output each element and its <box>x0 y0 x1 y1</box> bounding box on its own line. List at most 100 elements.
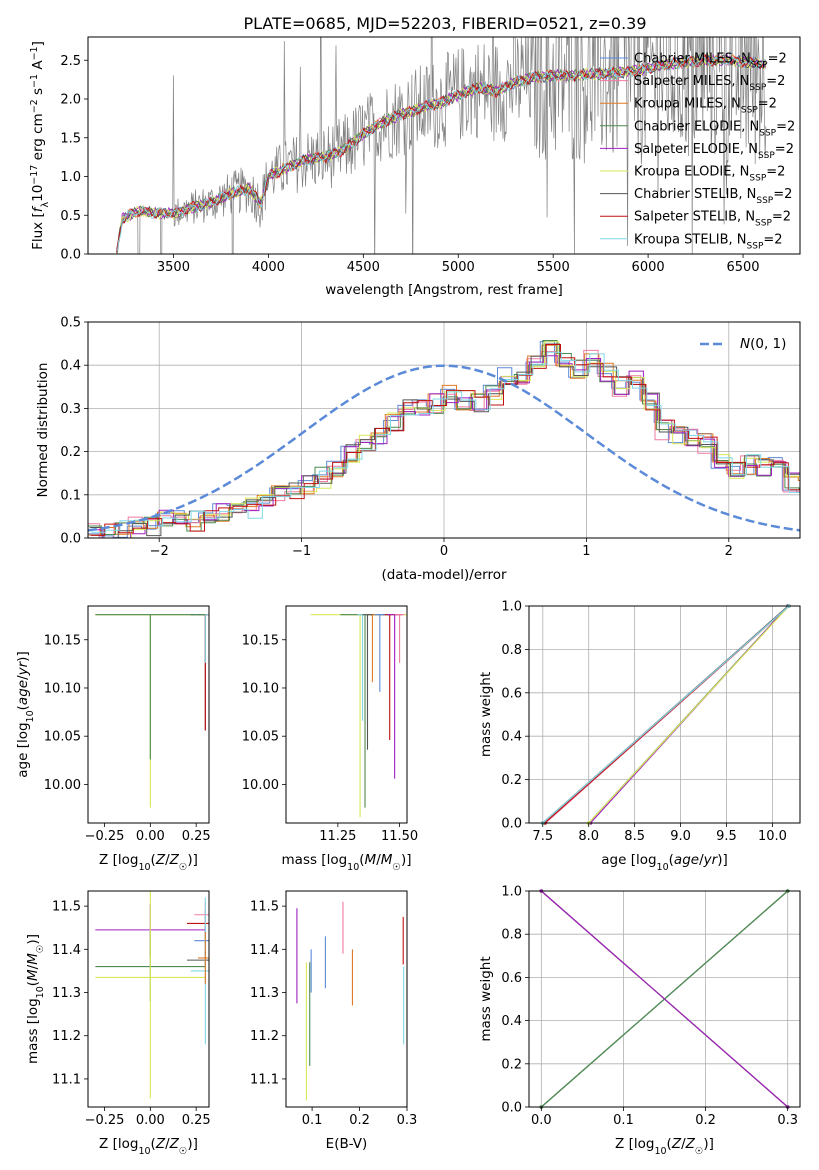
x-tick-label: 5500 <box>537 260 570 275</box>
x-axis-label: E(B-V) <box>326 1136 368 1152</box>
x-tick-label: −0.25 <box>85 829 125 844</box>
x-tick-label: 11.25 <box>319 829 356 844</box>
mass-weight-vs-Z-panel: 0.0 0.1 0.2 0.3 0.0 0.2 0.4 0.6 0.8 1.0 Z [log10(Z… <box>478 885 801 1157</box>
y-tick-label: 11.3 <box>52 986 81 1001</box>
y-tick-label: 0.6 <box>501 971 522 986</box>
residual-histogram-panel: −2 −1 0 1 2 0.0 0.1 0.2 0.3 0.4 0.5 (data-model)/er… <box>35 316 801 583</box>
y-tick-label: 2.0 <box>60 93 81 108</box>
y-tick-label: 0.5 <box>60 209 81 224</box>
y-tick-label: 10.05 <box>242 730 279 745</box>
x-tick-label: 7.5 <box>532 829 553 844</box>
mass-weight-line <box>588 605 790 824</box>
age-vs-Z-panel: −0.25 0.00 0.25 10.00 10.05 10.10 10.15 Z [log1… <box>15 605 211 873</box>
x-tick-label: 4000 <box>252 260 285 275</box>
histogram-step-line <box>89 343 800 538</box>
mass-vs-EBV-panel: 0.1 0.2 0.3 11.1 11.2 11.3 11.4 11.5 E(B-V) <box>250 890 418 1152</box>
y-tick-label: 0.6 <box>501 686 522 701</box>
mass-weight-line <box>542 605 790 824</box>
x-tick-label: 0.3 <box>397 1113 418 1128</box>
x-tick-label: 0.1 <box>613 1113 634 1128</box>
y-axis-label: mass weight <box>478 956 494 1041</box>
y-tick-label: 10.00 <box>44 778 81 793</box>
x-tick-label: 9.5 <box>716 829 737 844</box>
legend-label: Chabrier ELODIE, NSSP=2 <box>634 119 795 138</box>
x-tick-label: 2 <box>725 544 733 559</box>
x-tick-label: 0.25 <box>182 1113 211 1128</box>
legend-label: Salpeter STELIB, NSSP=2 <box>634 210 791 229</box>
y-tick-label: 11.5 <box>250 900 279 915</box>
y-tick-label: 0.3 <box>60 402 81 417</box>
x-tick-label: 0.00 <box>136 829 165 844</box>
y-tick-label: 1.0 <box>501 600 522 615</box>
x-axis-label: Z [log10(Z/Z☉)] <box>615 1136 714 1157</box>
model-spectrum-line <box>116 54 767 252</box>
x-tick-label: 3500 <box>157 260 190 275</box>
y-tick-label: 0.5 <box>60 316 81 331</box>
y-tick-label: 1.0 <box>501 885 522 900</box>
x-tick-label: 0 <box>440 544 448 559</box>
x-tick-label: 5000 <box>442 260 475 275</box>
x-tick-label: 0.2 <box>695 1113 716 1128</box>
x-axis-label: age [log10(age/yr)] <box>601 852 727 873</box>
model-spectrum-line <box>116 53 767 253</box>
x-axis-label: Z [log10(Z/Z☉)] <box>99 852 198 873</box>
y-tick-label: 2.5 <box>60 54 81 69</box>
y-tick-label: 1.5 <box>60 131 81 146</box>
legend-label: Kroupa ELODIE, NSSP=2 <box>634 165 785 184</box>
y-tick-label: 0.2 <box>60 445 81 460</box>
y-tick-label: 0.0 <box>501 1101 522 1116</box>
legend-label: Kroupa MILES, NSSP=2 <box>634 97 777 116</box>
y-axis-label: Flux [fλ10−17 erg cm−2 s−1 A−1] <box>29 41 51 250</box>
y-tick-label: 10.15 <box>242 633 279 648</box>
y-axis-label: mass weight <box>478 672 494 757</box>
y-tick-label: 11.3 <box>250 986 279 1001</box>
legend-label: Kroupa STELIB, NSSP=2 <box>634 232 783 251</box>
mass-weight-line <box>540 890 789 1108</box>
x-tick-label: 0.00 <box>136 1113 165 1128</box>
y-tick-label: 11.4 <box>250 943 279 958</box>
y-tick-label: 0.4 <box>501 1014 522 1029</box>
x-axis-label: wavelength [Angstrom, rest frame] <box>325 282 563 298</box>
normal-curve-line <box>88 364 800 532</box>
histogram-step-line <box>90 344 800 536</box>
axes-frame <box>528 890 801 1108</box>
y-axis-label: mass [log10(M/M☉)] <box>25 934 46 1064</box>
x-tick-label: −0.25 <box>85 1113 125 1128</box>
axes-frame <box>285 605 408 824</box>
figure-title: PLATE=0685, MJD=52203, FIBERID=0521, z=0… <box>243 14 646 33</box>
y-tick-label: 0.4 <box>501 730 522 745</box>
mass-weight-vs-age-panel: 7.5 8.0 8.5 9.0 9.5 10.0 0.0 0.2 0.4 0.6 0.8 1.0 age… <box>478 600 801 873</box>
y-tick-label: 11.2 <box>52 1029 81 1044</box>
histogram-step-line <box>88 340 800 535</box>
spectrum-panel: 3500 4000 4500 5000 5500 6000 6500 0.0 0.5 1.0 1.5… <box>29 36 801 298</box>
y-tick-label: 10.15 <box>44 633 81 648</box>
y-tick-label: 10.10 <box>44 681 81 696</box>
y-tick-label: 11.2 <box>250 1029 279 1044</box>
axes-frame <box>87 890 210 1108</box>
x-axis-label: (data-model)/error <box>381 567 507 583</box>
x-tick-label: 11.50 <box>381 829 418 844</box>
x-tick-label: 1 <box>582 544 590 559</box>
y-tick-label: 0.8 <box>501 643 522 658</box>
y-axis-label: age [log10(age/yr)] <box>15 651 36 777</box>
x-tick-label: 0.3 <box>777 1113 798 1128</box>
y-tick-label: 0.0 <box>60 248 81 263</box>
y-tick-label: 0.2 <box>501 773 522 788</box>
age-vs-mass-panel: 11.25 11.50 10.00 10.05 10.10 10.15 mass [log1… <box>242 605 418 873</box>
y-tick-label: 10.00 <box>242 778 279 793</box>
mass-vs-Z-panel: −0.25 0.00 0.25 11.1 11.2 11.3 11.4 11.5 Z [log1… <box>25 890 211 1157</box>
legend-label: Chabrier STELIB, NSSP=2 <box>634 187 792 206</box>
y-tick-label: 0.0 <box>60 532 81 547</box>
x-axis-label: mass [log10(M/M☉)] <box>282 852 412 873</box>
axes-frame <box>285 890 408 1108</box>
y-tick-label: 11.1 <box>52 1072 81 1087</box>
x-tick-label: 0.25 <box>182 829 211 844</box>
y-tick-label: 11.5 <box>52 900 81 915</box>
y-axis-label: Normed distribution <box>35 363 51 498</box>
y-tick-label: 1.0 <box>60 170 81 185</box>
model-spectrum-line <box>116 53 767 254</box>
axes-frame <box>528 605 801 824</box>
y-tick-label: 0.0 <box>501 817 522 832</box>
x-tick-label: 10.0 <box>758 829 787 844</box>
